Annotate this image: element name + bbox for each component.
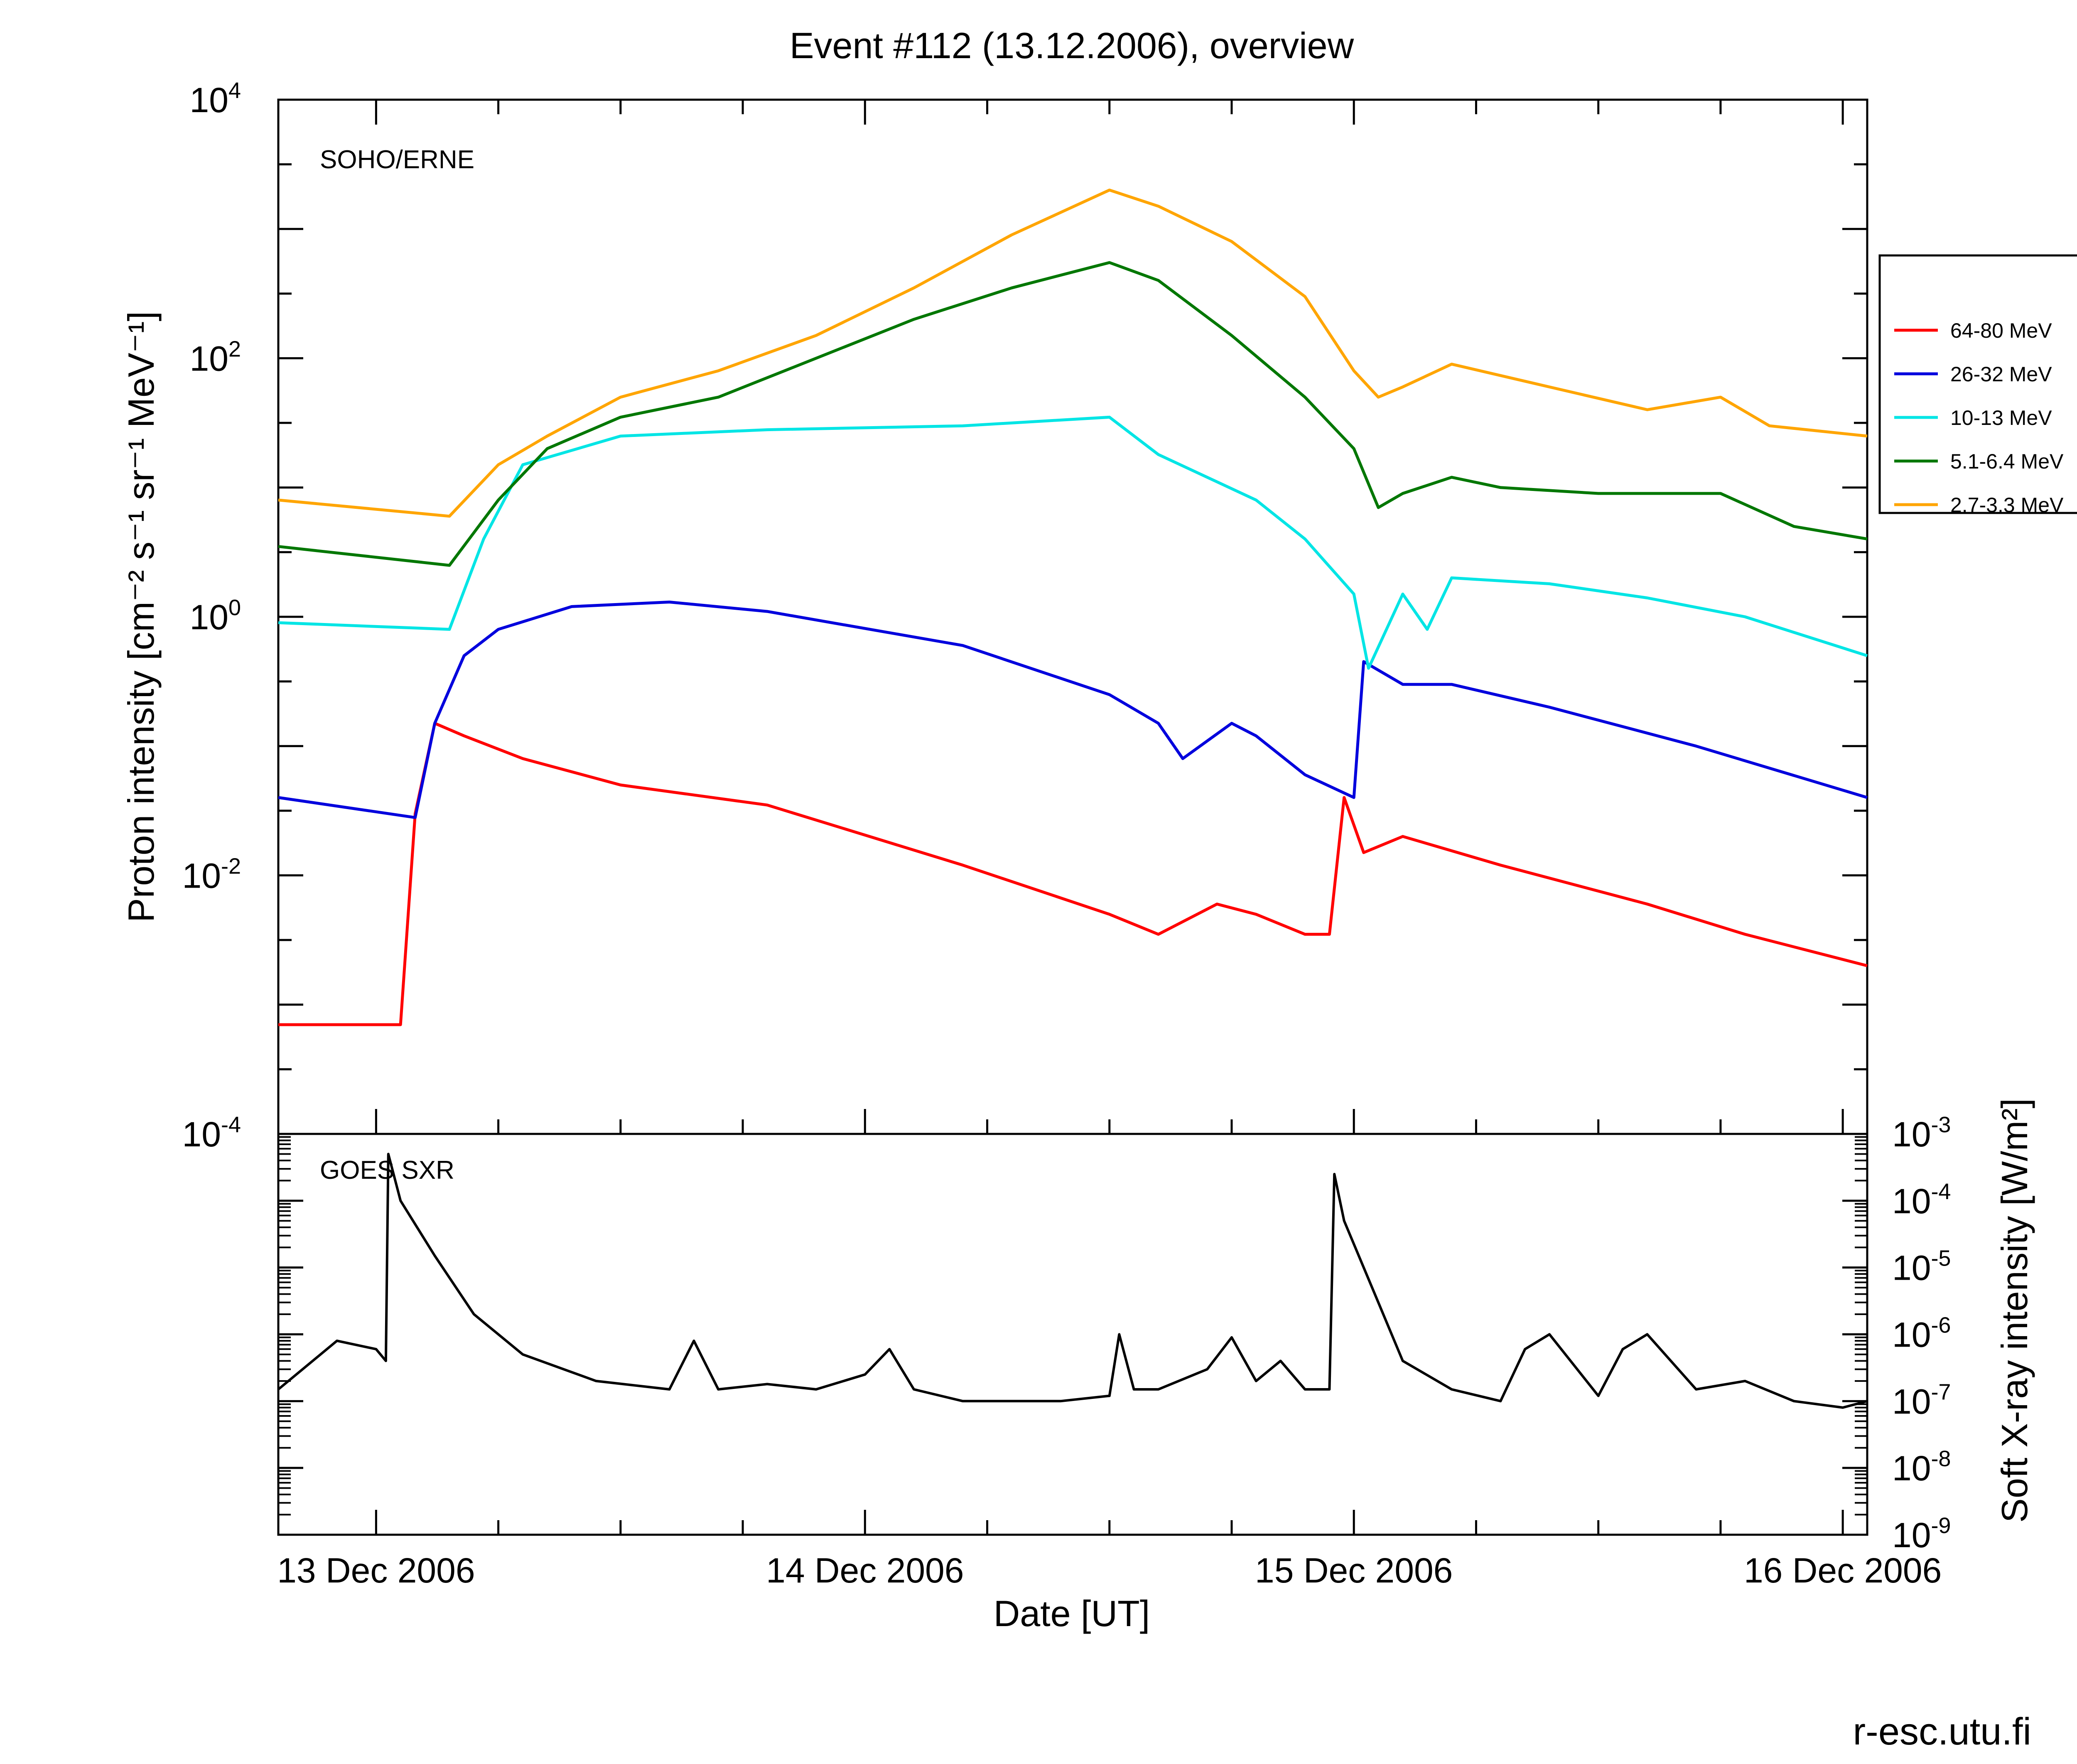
legend-label: 10-13 MeV <box>1950 406 2052 429</box>
proton-y-tick-label: 104 <box>190 78 241 120</box>
legend: 64-80 MeV 26-32 MeV 10-13 MeV 5.1-6.4 MeV 2.… <box>1878 254 2077 517</box>
proton-series-line-4 <box>278 261 1868 567</box>
sxr-y-tick-label: 10-9 <box>1892 1513 1951 1555</box>
date-x-axis: 13 Dec 2006 14 Dec 2006 15 Dec 2006 16 Dec … <box>277 100 1942 1590</box>
legend-label: 5.1-6.4 MeV <box>1950 450 2064 473</box>
x-tick-label: 14 Dec 2006 <box>766 1551 964 1590</box>
proton-series-line-3 <box>278 415 1868 670</box>
proton-y-tick-label: 100 <box>190 595 241 637</box>
sxr-panel-frame <box>277 1133 1868 1536</box>
legend-label: 26-32 MeV <box>1950 363 2052 386</box>
x-tick-label: 13 Dec 2006 <box>277 1551 475 1590</box>
legend-items: 64-80 MeV 26-32 MeV 10-13 MeV 5.1-6.4 MeV 2.… <box>1894 319 2064 517</box>
sxr-y-tick-label: 10-6 <box>1892 1313 1951 1354</box>
sxr-series-group <box>277 1153 1868 1409</box>
sxr-y-tick-label: 10-3 <box>1892 1112 1951 1154</box>
proton-panel-frame <box>277 98 1868 1135</box>
x-tick-label: 15 Dec 2006 <box>1255 1551 1453 1590</box>
proton-panel-label: SOHO/ERNE <box>320 145 474 174</box>
sxr-y-tick-label: 10-7 <box>1892 1379 1951 1421</box>
legend-label: 64-80 MeV <box>1950 319 2052 342</box>
sxr-y-axis-label: Soft X-ray intensity [W/m²] <box>1994 1098 2035 1523</box>
proton-series-line-5 <box>278 189 1868 518</box>
proton-y-tick-label: 10-2 <box>182 854 241 895</box>
source-footer: r-esc.utu.fi <box>1853 1710 2031 1753</box>
proton-y-tick-label: 10-4 <box>182 1112 241 1154</box>
proton-y-axis: 104 102 100 10-2 10-4 <box>182 78 1867 1154</box>
x-axis-label: Date [UT] <box>994 1593 1150 1634</box>
legend-label: 2.7-3.3 MeV <box>1950 493 2064 517</box>
legend-box <box>1878 254 2077 514</box>
proton-series-line-2 <box>278 601 1868 819</box>
sxr-series-line <box>277 1153 1868 1409</box>
proton-series-group <box>278 189 1868 1026</box>
sxr-y-axis: 10-3 10-4 10-5 10-6 10-7 10-8 10-9 <box>278 1112 1951 1555</box>
proton-y-axis-label: Proton intensity [cm⁻² s⁻¹ sr⁻¹ MeV⁻¹] <box>120 311 162 922</box>
sxr-y-tick-label: 10-8 <box>1892 1446 1951 1488</box>
sxr-y-tick-label: 10-5 <box>1892 1246 1951 1288</box>
sxr-y-tick-label: 10-4 <box>1892 1179 1951 1221</box>
chart-title: Event #112 (13.12.2006), overview <box>790 25 1354 66</box>
x-tick-label: 16 Dec 2006 <box>1744 1551 1942 1590</box>
proton-y-tick-label: 102 <box>190 337 241 378</box>
proton-series-line-1 <box>278 721 1868 1026</box>
